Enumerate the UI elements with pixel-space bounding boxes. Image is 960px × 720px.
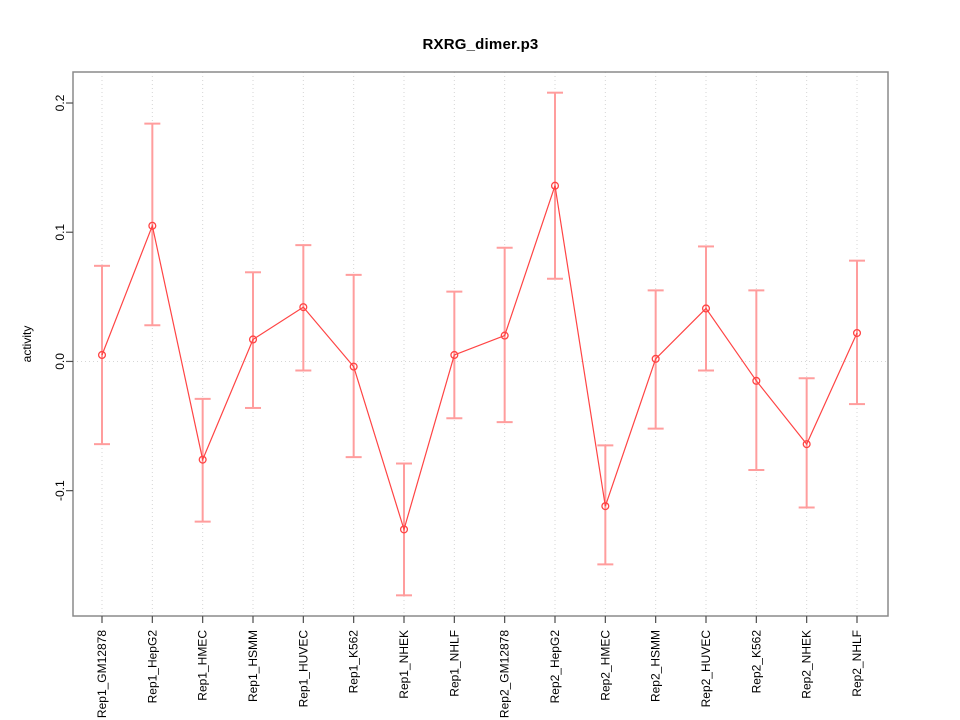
data-point-marker (198, 455, 207, 464)
data-point-marker (299, 303, 308, 312)
y-tick-label: 0.1 (53, 224, 67, 241)
data-point-marker (399, 525, 409, 534)
x-tick-label: Rep1_K562 (347, 630, 361, 694)
x-tick-label: Rep1_HSMM (246, 630, 260, 702)
x-tick-label: Rep2_HUVEC (699, 630, 713, 708)
data-point-marker (852, 328, 862, 338)
data-point-marker (701, 304, 711, 313)
data-point-marker (500, 331, 509, 340)
x-tick-label: Rep2_K562 (749, 630, 763, 694)
data-point-marker (651, 354, 660, 363)
y-tick-label: 0.2 (53, 94, 67, 111)
plot-box (72, 71, 889, 617)
x-tick-label: Rep1_HepG2 (145, 630, 159, 704)
x-tick-label: Rep2_NHEK (800, 630, 814, 699)
data-point-marker (248, 335, 258, 344)
y-tick-label: -0.1 (53, 480, 67, 501)
data-point-marker (752, 376, 761, 385)
x-tick-label: Rep2_HSMM (649, 630, 663, 702)
x-tick-label: Rep1_GM12878 (95, 630, 109, 718)
x-tick-label: Rep2_HMEC (598, 630, 612, 701)
x-tick-label: Rep1_HMEC (196, 630, 210, 701)
x-tick-label: Rep2_HepG2 (548, 630, 562, 704)
x-tick-label: Rep2_NHLF (850, 630, 864, 697)
series-line (101, 185, 858, 532)
x-tick-label: Rep1_NHEK (397, 630, 411, 699)
data-point-marker (148, 221, 157, 230)
data-point-marker (601, 502, 610, 511)
data-point-marker (97, 350, 107, 360)
x-tick-label: Rep1_NHLF (447, 630, 461, 697)
chart-title: RXRG_dimer.p3 (422, 36, 539, 53)
data-point-marker (450, 350, 459, 360)
data-point-marker (349, 362, 358, 371)
y-axis-label: activity (20, 325, 34, 363)
x-tick-label: Rep1_HUVEC (296, 630, 310, 708)
x-tick-label: Rep2_GM12878 (498, 630, 512, 718)
y-tick-label: 0.0 (53, 353, 67, 370)
data-point-marker (802, 440, 811, 449)
data-point-marker (550, 181, 560, 190)
